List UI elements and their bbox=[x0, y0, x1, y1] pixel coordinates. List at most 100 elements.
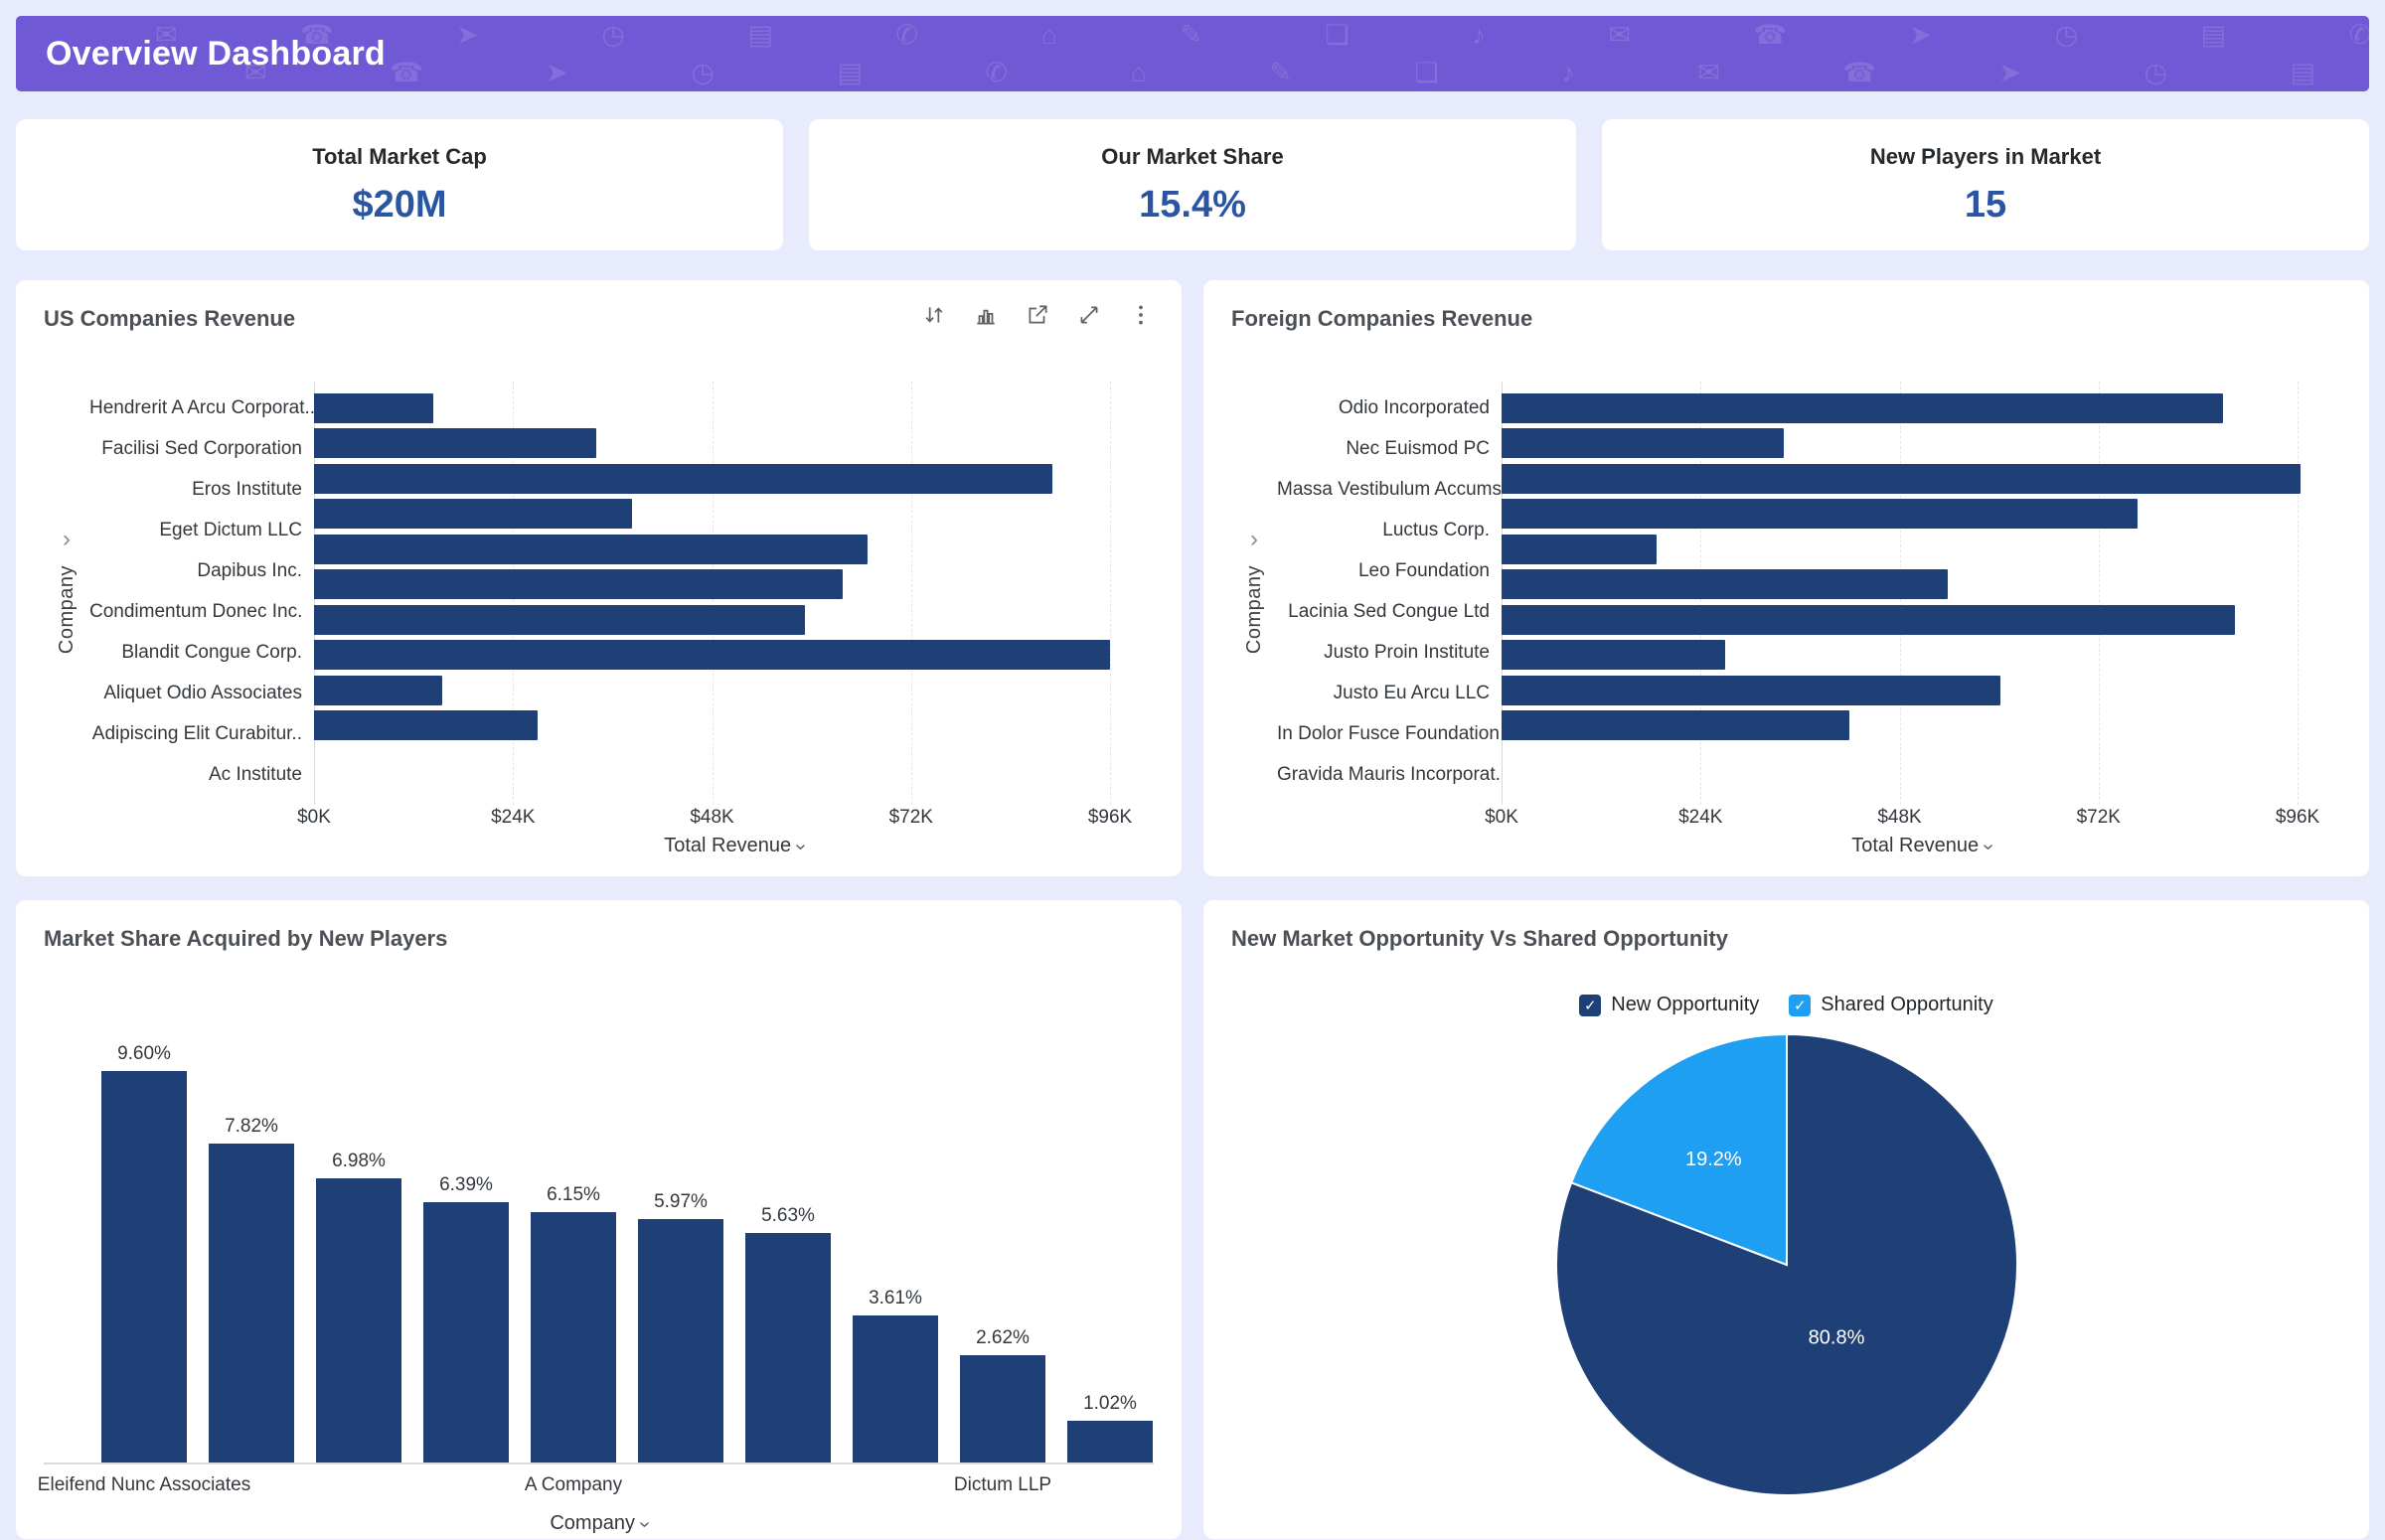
revenue-bar[interactable] bbox=[1502, 569, 1948, 599]
x-axis-label: A Company bbox=[524, 1474, 623, 1495]
market-share-bar[interactable]: 5.63% bbox=[745, 1205, 831, 1463]
category-label: Hendrerit A Arcu Corporat.. bbox=[89, 397, 314, 418]
revenue-bar[interactable] bbox=[314, 534, 869, 564]
bar-value-label: 7.82% bbox=[225, 1116, 278, 1138]
bar-value-label: 1.02% bbox=[1083, 1393, 1137, 1415]
x-axis-title-dropdown[interactable]: Company› bbox=[44, 1512, 1154, 1535]
revenue-bar[interactable] bbox=[1502, 499, 2138, 529]
revenue-bar[interactable] bbox=[1502, 463, 2302, 494]
market-share-chart: 9.60% 7.82% 6.98% 6.39% 6.15% 5.97% 5.63% 3.61%… bbox=[38, 1043, 1154, 1535]
revenue-bar[interactable] bbox=[1502, 710, 1850, 740]
pie-legend: ✓ New Opportunity ✓ Shared Opportunity bbox=[1231, 994, 2341, 1016]
revenue-bar[interactable] bbox=[314, 392, 434, 423]
gridline bbox=[2098, 382, 2100, 805]
revenue-bar[interactable] bbox=[1502, 604, 2235, 635]
kpi-label: Total Market Cap bbox=[312, 143, 487, 169]
x-label-cell bbox=[638, 1474, 723, 1496]
market-share-bar[interactable]: 9.60% bbox=[101, 1043, 187, 1463]
x-tick-label: $24K bbox=[1678, 807, 1723, 828]
market-share-bar[interactable]: 6.15% bbox=[531, 1184, 616, 1463]
chart-type-icon[interactable] bbox=[973, 302, 999, 328]
kpi-label: Our Market Share bbox=[1101, 143, 1284, 169]
chevron-down-icon: › bbox=[633, 1521, 656, 1528]
x-axis-title-dropdown[interactable]: Total Revenue› bbox=[1502, 835, 2341, 857]
x-axis-title-dropdown[interactable]: Total Revenue› bbox=[314, 835, 1154, 857]
legend-item[interactable]: ✓ New Opportunity bbox=[1579, 994, 1759, 1016]
bar-value-label: 9.60% bbox=[117, 1043, 171, 1064]
legend-checkbox[interactable]: ✓ bbox=[1789, 994, 1812, 1016]
x-label-cell bbox=[1067, 1474, 1153, 1496]
gridline bbox=[1110, 382, 1111, 805]
revenue-bar[interactable] bbox=[1502, 428, 1784, 458]
category-label: In Dolor Fusce Foundation bbox=[1277, 723, 1500, 744]
kpi-card-market-share: Our Market Share 15.4% bbox=[809, 119, 1576, 250]
x-label-cell: Eleifend Nunc Associates bbox=[38, 1474, 250, 1496]
kpi-value: 15 bbox=[1964, 183, 2007, 226]
revenue-bar[interactable] bbox=[314, 675, 443, 705]
revenue-bar[interactable] bbox=[1502, 534, 1658, 564]
kpi-value: 15.4% bbox=[1139, 183, 1246, 226]
category-label: Ac Institute bbox=[209, 764, 302, 785]
revenue-bar[interactable] bbox=[314, 604, 805, 635]
y-axis-collapse-icon[interactable]: › bbox=[63, 526, 71, 553]
x-tick-label: $96K bbox=[2275, 807, 2320, 828]
plot-inner bbox=[314, 382, 1111, 805]
plot-area bbox=[314, 382, 1154, 805]
bottom-charts-row: Market Share Acquired by New Players 9.6… bbox=[16, 900, 2369, 1539]
market-share-bar[interactable]: 6.39% bbox=[423, 1174, 509, 1463]
legend-item[interactable]: ✓ Shared Opportunity bbox=[1789, 994, 1993, 1016]
revenue-bar[interactable] bbox=[314, 499, 633, 529]
x-tick-label: $48K bbox=[1877, 807, 1922, 828]
market-share-bar[interactable]: 6.98% bbox=[316, 1151, 401, 1463]
plot-inner bbox=[1502, 382, 2302, 805]
x-axis-ticks: $0K $24K $48K $72K $96K bbox=[1485, 795, 2341, 835]
revenue-bar[interactable] bbox=[1502, 675, 2001, 705]
kpi-card-new-players: New Players in Market 15 bbox=[1602, 119, 2369, 250]
open-in-new-icon[interactable] bbox=[1025, 302, 1050, 328]
market-share-bar[interactable]: 1.02% bbox=[1067, 1393, 1153, 1463]
market-share-bar[interactable]: 3.61% bbox=[853, 1288, 938, 1463]
market-share-bar[interactable]: 5.97% bbox=[638, 1191, 723, 1463]
y-axis-collapse-icon[interactable]: › bbox=[1250, 526, 1258, 553]
revenue-bar[interactable] bbox=[314, 569, 844, 599]
bar-value-label: 5.63% bbox=[761, 1204, 815, 1226]
expand-icon[interactable] bbox=[1076, 302, 1102, 328]
hbar-chart-grid: › Company Hendrerit A Arcu Corporat.. Facil… bbox=[44, 382, 1154, 857]
plot-area bbox=[1502, 382, 2341, 805]
x-axis-label: Eleifend Nunc Associates bbox=[37, 1474, 251, 1495]
revenue-bar[interactable] bbox=[314, 710, 539, 740]
revenue-bar[interactable] bbox=[314, 640, 1110, 670]
category-label: Justo Proin Institute bbox=[1324, 642, 1490, 663]
x-tick-label: $48K bbox=[690, 807, 734, 828]
category-label: Eros Institute bbox=[192, 479, 302, 500]
category-label: Aliquet Odio Associates bbox=[103, 683, 302, 703]
x-axis-label: Dictum LLP bbox=[953, 1474, 1052, 1495]
sort-icon[interactable] bbox=[921, 302, 947, 328]
revenue-bar[interactable] bbox=[1502, 392, 2223, 423]
bar-value-label: 3.61% bbox=[869, 1287, 922, 1309]
category-label: Eget Dictum LLC bbox=[159, 520, 302, 540]
chevron-down-icon: › bbox=[1977, 844, 1999, 850]
bars-plot: 9.60% 7.82% 6.98% 6.39% 6.15% 5.97% 5.63% 3.61%… bbox=[44, 1043, 1154, 1464]
x-label-cell: A Company bbox=[525, 1474, 622, 1496]
chevron-down-icon: › bbox=[789, 844, 812, 850]
bar-value-label: 6.98% bbox=[332, 1150, 386, 1171]
revenue-bar[interactable] bbox=[314, 428, 596, 458]
category-label: Facilisi Sed Corporation bbox=[101, 438, 302, 459]
kpi-value: $20M bbox=[352, 183, 447, 226]
legend-checkbox[interactable]: ✓ bbox=[1579, 994, 1602, 1016]
x-tick-label: $72K bbox=[888, 807, 933, 828]
dashboard-header: ✉ ☎ ➤ ◷ ▤ ✆ ⌂ ✎ ❏ ♪ ✉ ☎ ➤ ◷ ▤ ✆ ⌂ ✎ ❏ ♪ … bbox=[16, 16, 2369, 91]
pie-slice-shared-opportunity[interactable] bbox=[1569, 1032, 1788, 1267]
category-label: Blandit Congue Corp. bbox=[121, 642, 302, 663]
market-share-bar[interactable]: 2.62% bbox=[960, 1327, 1045, 1463]
market-share-bar[interactable]: 7.82% bbox=[209, 1116, 294, 1463]
foreign-revenue-panel: Foreign Companies Revenue › Company Odio I… bbox=[1203, 280, 2369, 876]
gridline bbox=[2298, 382, 2299, 805]
revenue-bar[interactable] bbox=[314, 463, 1052, 494]
category-label: Lacinia Sed Congue Ltd bbox=[1288, 601, 1490, 622]
pie-slice-label: 80.8% bbox=[1808, 1327, 1864, 1349]
revenue-charts-row: US Companies Revenue bbox=[16, 280, 2369, 876]
kebab-menu-icon[interactable] bbox=[1128, 302, 1154, 328]
revenue-bar[interactable] bbox=[1502, 640, 1726, 670]
